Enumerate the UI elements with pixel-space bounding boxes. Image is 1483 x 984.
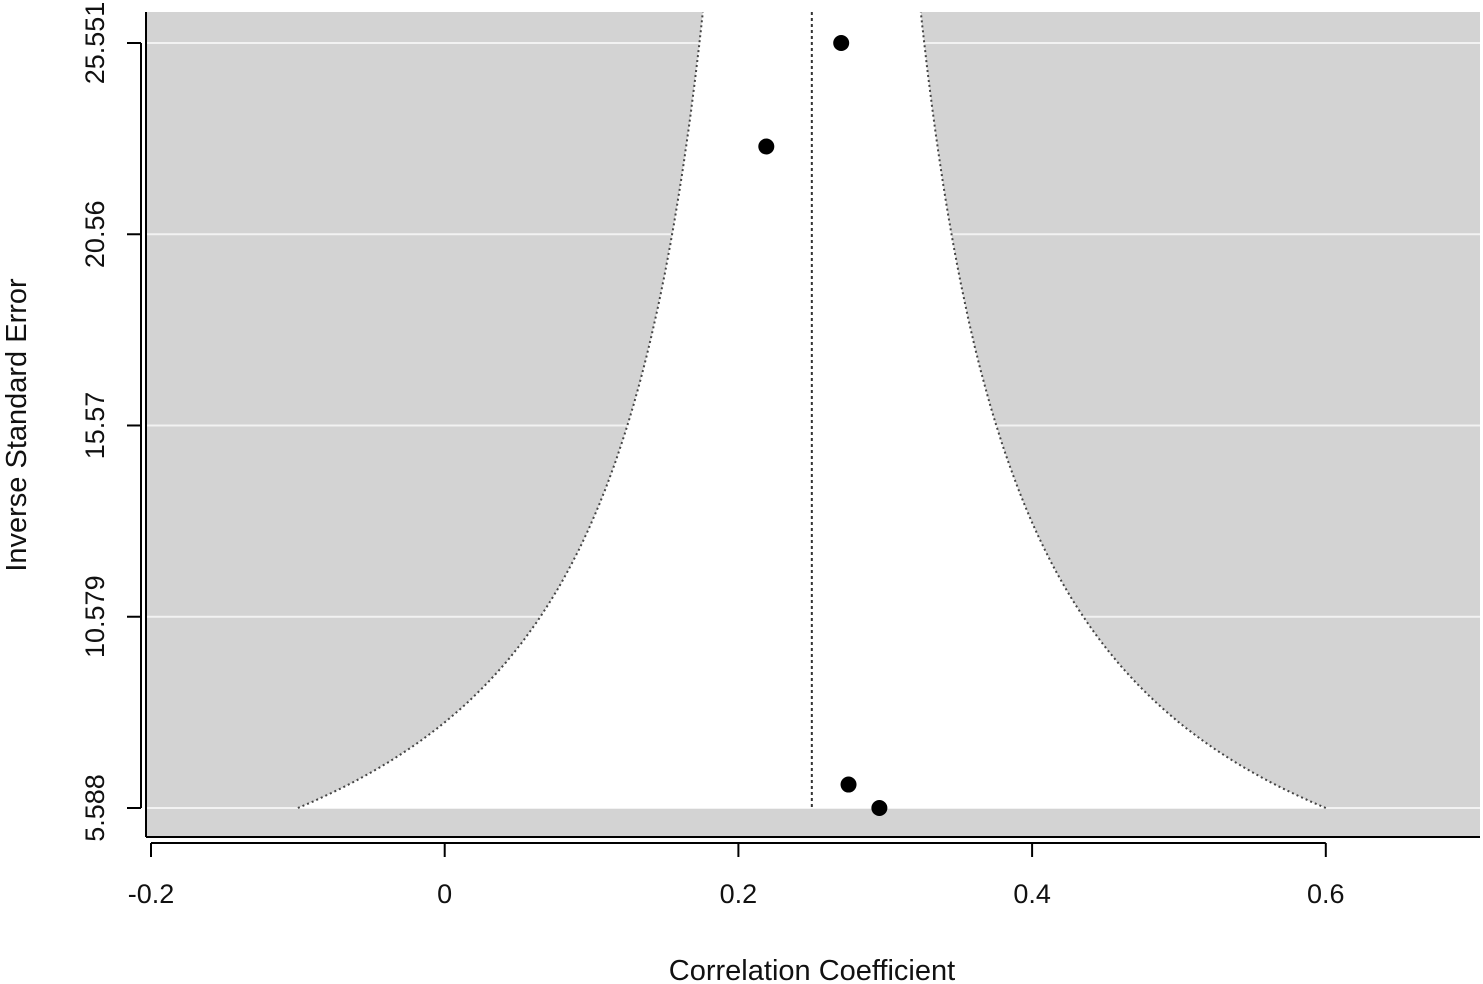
x-tick-label-1: 0 — [437, 879, 452, 909]
funnel-left-boundary — [297, 12, 704, 809]
plot-area — [145, 12, 1480, 838]
y-tick-label-2: 15.57 — [80, 392, 110, 460]
funnel-right-boundary — [919, 12, 1327, 809]
data-point-0 — [833, 35, 850, 51]
data-point-1 — [758, 138, 775, 155]
y-axis: 5.588 10.579 15.57 20.56 25.551 — [80, 2, 142, 842]
y-tick-label-0: 5.588 — [80, 774, 110, 842]
x-axis: -0.2 0 0.2 0.4 0.6 — [128, 842, 1345, 909]
y-tick-label-1: 10.579 — [80, 575, 110, 658]
data-point-2 — [840, 776, 857, 793]
y-tick-label-3: 20.56 — [80, 201, 110, 269]
x-axis-title: Correlation Coefficient — [669, 955, 955, 984]
y-axis-title: Inverse Standard Error — [1, 278, 33, 572]
x-tick-label-3: 0.4 — [1013, 879, 1051, 909]
x-tick-label-2: 0.2 — [720, 879, 758, 909]
x-tick-label-4: 0.6 — [1307, 879, 1345, 909]
y-tick-label-4: 25.551 — [80, 2, 110, 85]
x-tick-label-0: -0.2 — [128, 879, 175, 909]
data-point-3 — [871, 800, 888, 816]
